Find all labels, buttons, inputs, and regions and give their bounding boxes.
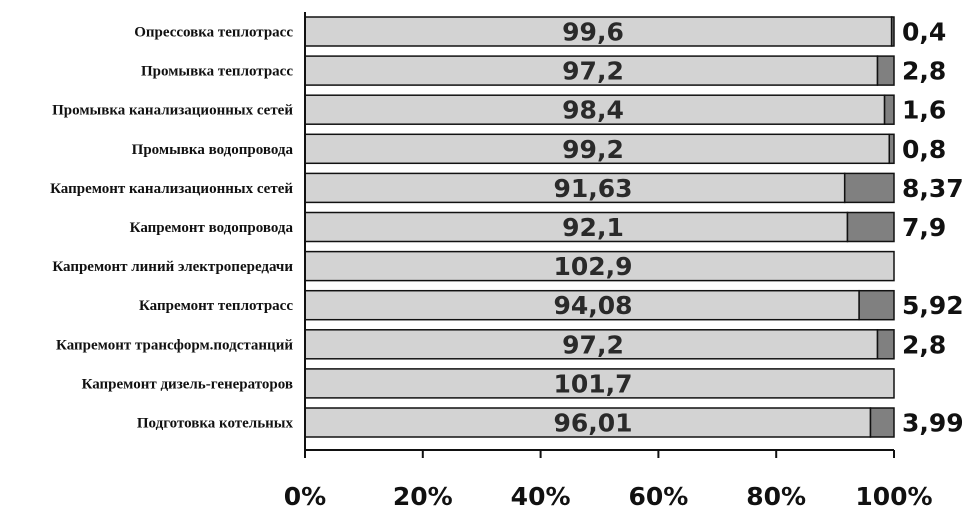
bar-remaining-label: 0,4: [902, 18, 946, 47]
bar-remaining: [858, 289, 895, 321]
bar-completed: [304, 250, 895, 282]
bar-remaining-label: 2,8: [902, 57, 946, 86]
bar-remaining-label: 2,8: [902, 330, 946, 359]
bar-value-label: 92,1: [562, 213, 624, 242]
bar-value-label: 99,2: [562, 135, 624, 164]
x-tick-label: 40%: [511, 482, 571, 511]
bar-remaining-label: 0,8: [902, 135, 946, 164]
bar-remaining-label: 8,37: [902, 174, 964, 203]
bar-remaining: [869, 407, 895, 438]
bar-remaining-label: 7,9: [902, 213, 946, 242]
bar-value-label: 98,4: [562, 96, 624, 125]
labels-group: Опрессовка теплотрасс 99,6 0,4 Промывка теп…: [50, 18, 964, 438]
bars-group: [304, 16, 895, 438]
bar-remaining: [890, 16, 895, 47]
x-tick-label: 20%: [393, 482, 453, 511]
x-tick-label: 0%: [284, 482, 326, 511]
bar-remaining-label: 3,99: [902, 409, 964, 438]
bar-remaining: [888, 133, 895, 165]
bar-remaining: [883, 94, 895, 125]
bar-value-label: 97,2: [562, 57, 624, 86]
x-tick-label: 80%: [746, 482, 806, 511]
x-tick-label: 100%: [855, 482, 932, 511]
x-tick-label: 60%: [628, 482, 688, 511]
category-label: Промывка канализационных сетей: [52, 103, 293, 119]
bar-completed: [304, 55, 879, 86]
bar-value-label: 96,01: [553, 409, 632, 438]
bar-remaining-label: 5,92: [902, 291, 964, 320]
bar-value-label: 91,63: [553, 174, 632, 203]
category-label: Капремонт канализационных сетей: [50, 181, 293, 197]
category-label: Опрессовка теплотрасс: [134, 25, 293, 41]
x-axis: 0% 20% 40% 60% 80% 100%: [284, 12, 933, 511]
bar-remaining: [843, 172, 895, 204]
bar-completed: [304, 407, 872, 438]
bar-completed: [304, 211, 849, 243]
category-label: Промывка водопровода: [132, 142, 294, 158]
category-label: Капремонт теплотрасс: [139, 298, 293, 314]
bar-value-label: 102,9: [553, 252, 632, 281]
bar-remaining-label: 1,6: [902, 96, 946, 125]
category-label: Капремонт линий электропередачи: [52, 259, 293, 275]
category-label: Подготовка котельных: [137, 416, 294, 432]
bar-value-label: 97,2: [562, 330, 624, 359]
bar-value-label: 101,7: [553, 369, 632, 398]
bar-value-label: 94,08: [553, 291, 632, 320]
category-label: Капремонт трансформ.подстанций: [56, 337, 293, 353]
bar-value-label: 99,6: [562, 18, 624, 47]
bar-completed: [304, 329, 879, 360]
category-label: Промывка теплотрасс: [141, 64, 293, 80]
bar-remaining: [876, 55, 895, 86]
category-label: Капремонт водопровода: [130, 220, 294, 236]
category-label: Капремонт дизель-генераторов: [82, 376, 293, 392]
bar-completed: [304, 368, 895, 399]
bar-remaining: [876, 329, 895, 360]
bar-remaining: [846, 211, 895, 243]
